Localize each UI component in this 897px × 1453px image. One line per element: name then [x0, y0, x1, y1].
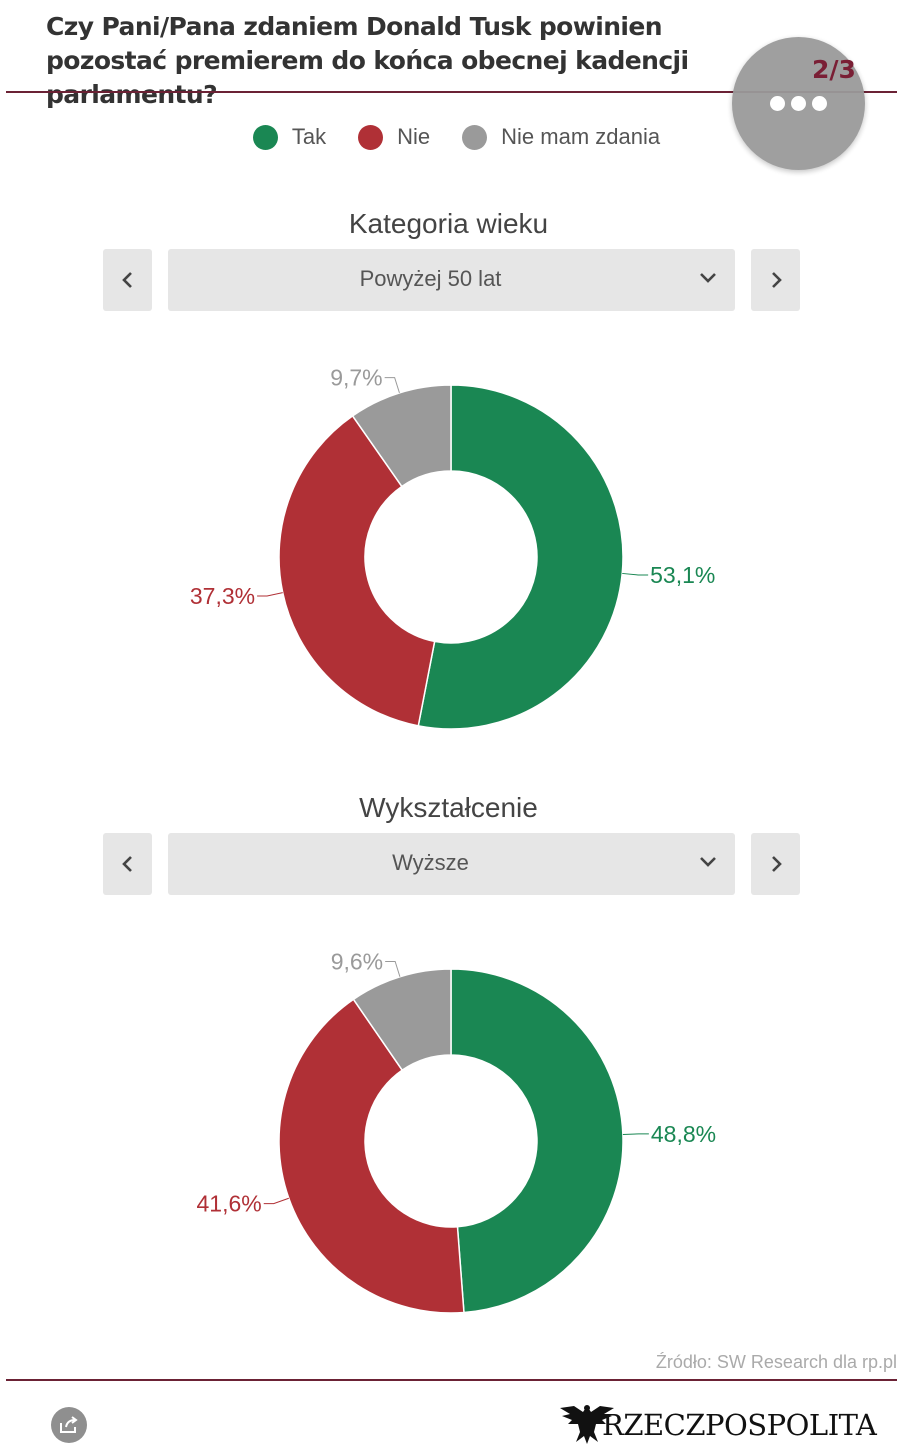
slice-tak[interactable] — [417, 384, 624, 730]
section-title-education: Wykształcenie — [359, 792, 538, 823]
next-education-button[interactable] — [751, 833, 800, 895]
prev-education-button[interactable] — [103, 833, 152, 895]
age-selector: Powyżej 50 lat — [103, 249, 800, 311]
legend-label: Tak — [291, 124, 327, 149]
slice-tak[interactable] — [450, 968, 624, 1314]
chevron-right-icon — [771, 272, 782, 288]
chevron-right-icon — [771, 856, 782, 872]
share-button[interactable] — [51, 1407, 87, 1443]
share-icon — [60, 1416, 78, 1433]
rzeczpospolita-logo[interactable]: RZECZPOSPOLITA — [556, 1400, 877, 1448]
legend-item-nie[interactable]: Nie — [358, 124, 430, 150]
leader-line — [257, 592, 283, 597]
legend-swatch — [358, 124, 384, 150]
more-dots-icon — [770, 96, 827, 111]
donut-chart-education: 48,8% 41,6% 9,6% — [196, 948, 716, 1314]
slice-nie[interactable] — [278, 414, 436, 727]
legend-item-tak[interactable]: Tak — [252, 124, 327, 150]
chevron-left-icon — [121, 856, 132, 872]
label-nie-mam-zdania: 9,6% — [331, 948, 383, 974]
next-age-button[interactable] — [751, 249, 800, 311]
education-dropdown-value: Wyższe — [392, 850, 469, 875]
logo-wordmark: RZECZPOSPOLITA — [602, 1408, 877, 1442]
leader-line — [263, 1197, 289, 1205]
slice-nie-mam-zdania[interactable] — [352, 968, 452, 1072]
education-selector: Wyższe — [103, 833, 800, 895]
label-nie: 41,6% — [196, 1191, 261, 1217]
label-nie: 37,3% — [190, 583, 255, 609]
prev-age-button[interactable] — [103, 249, 152, 311]
leader-line — [384, 377, 400, 394]
label-tak: 48,8% — [651, 1121, 716, 1147]
legend-swatch — [252, 124, 278, 150]
legend-label: Nie mam zdania — [501, 124, 661, 149]
chevron-down-icon — [700, 273, 716, 283]
page-counter: 2/3 — [812, 55, 856, 84]
leader-line — [622, 572, 649, 576]
legend-swatch — [462, 124, 488, 150]
slice-nie-mam-zdania[interactable] — [351, 384, 452, 488]
leader-line — [622, 1133, 649, 1136]
label-nie-mam-zdania: 9,7% — [330, 365, 382, 391]
section-title-age: Kategoria wieku — [348, 208, 549, 239]
legend-item-nie-mam-zdania[interactable]: Nie mam zdania — [462, 124, 660, 150]
legend: Tak Nie Nie mam zdania — [0, 124, 897, 150]
age-dropdown[interactable]: Powyżej 50 lat — [168, 249, 735, 311]
chart-title: Czy Pani/Pana zdaniem Donald Tusk powini… — [46, 12, 689, 109]
donut-chart-age: 53,1% 37,3% 9,7% — [190, 365, 715, 730]
chevron-left-icon — [121, 272, 132, 288]
eagle-emblem-icon — [560, 1405, 614, 1444]
label-tak: 53,1% — [650, 562, 715, 588]
top-divider — [6, 91, 897, 93]
leader-line — [385, 960, 401, 977]
slice-nie[interactable] — [278, 998, 465, 1314]
education-dropdown[interactable]: Wyższe — [168, 833, 735, 895]
bottom-divider — [6, 1379, 897, 1381]
age-dropdown-value: Powyżej 50 lat — [359, 266, 502, 291]
chevron-down-icon — [700, 857, 716, 867]
source-note: Źródło: SW Research dla rp.pl — [655, 1352, 897, 1372]
more-options-button[interactable] — [732, 37, 865, 170]
legend-label: Nie — [397, 124, 431, 149]
